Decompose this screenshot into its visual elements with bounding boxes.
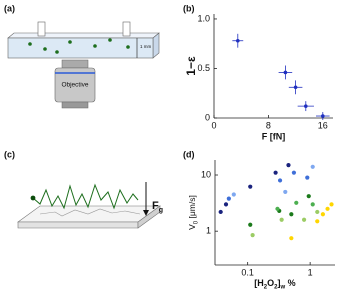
x-tick-label: 1 — [308, 267, 313, 277]
post — [37, 21, 46, 37]
point — [279, 217, 284, 222]
track — [39, 208, 141, 217]
x-tick-label: 8 — [266, 120, 271, 130]
diagram-a: 1 mm Objective — [7, 21, 160, 109]
point — [231, 192, 236, 197]
point — [248, 184, 253, 189]
x-tick-label: 0.1 — [241, 267, 254, 277]
x-axis-label-part: 2 — [274, 284, 278, 289]
point — [289, 236, 294, 241]
force-subscript: g — [159, 207, 163, 214]
x-axis-label: F [fN] — [262, 131, 286, 141]
slide-top — [7, 32, 160, 39]
y-tick-label: 1 — [206, 226, 211, 236]
panel-label: (c) — [4, 149, 15, 159]
point — [293, 85, 298, 90]
point — [294, 200, 299, 205]
point — [223, 202, 229, 207]
point — [310, 202, 315, 207]
panel-label: (d) — [183, 149, 195, 159]
particle — [30, 195, 36, 201]
particles — [28, 38, 130, 54]
point — [248, 222, 253, 227]
arrow-head — [143, 210, 149, 216]
y-axis-label: 1−ε — [184, 56, 198, 76]
point — [305, 175, 310, 180]
point — [315, 209, 320, 215]
point — [275, 206, 280, 211]
panel-label: (b) — [183, 3, 195, 13]
point — [301, 217, 307, 222]
point — [325, 206, 330, 211]
diagram-c: Fg — [17, 182, 163, 229]
y-tick-label: 0 — [205, 112, 210, 122]
point — [236, 38, 240, 43]
scale-label: 1 mm — [140, 44, 152, 49]
y-axis-label-part: [μm/s] — [187, 195, 197, 221]
point — [306, 194, 311, 199]
y-axis-label-part: V — [187, 224, 197, 230]
objective-label: Objective — [61, 82, 88, 89]
x-axis-label: [H2O2]w % — [254, 278, 295, 289]
point — [250, 233, 255, 238]
x-tick-label: 16 — [318, 120, 328, 130]
y-tick-label: 0.5 — [197, 63, 210, 73]
x-axis-label-part: O — [267, 278, 274, 288]
x-axis-label-part: ] — [278, 278, 281, 288]
post — [122, 21, 131, 37]
point — [226, 196, 231, 201]
objective-base — [61, 101, 89, 109]
y-tick-label: 10 — [201, 169, 211, 179]
x-axis-label-part: 2 — [264, 284, 268, 289]
point — [289, 212, 294, 217]
x-axis-label-part: [H — [254, 278, 264, 288]
point — [304, 104, 308, 108]
x-axis-label-part: % — [285, 278, 296, 288]
y-tick-label: 1.0 — [197, 13, 210, 23]
point — [291, 170, 297, 175]
slab-side — [137, 205, 161, 229]
x-axis-label-part: w — [280, 284, 286, 289]
x-tick-label: 0 — [211, 120, 216, 130]
point — [277, 178, 283, 183]
force-symbol: F — [152, 200, 159, 212]
point — [320, 212, 325, 217]
panel-label: (a) — [4, 3, 15, 13]
point — [310, 164, 315, 169]
trajectory — [32, 183, 139, 210]
y-axis-label-part: 0 — [193, 220, 199, 224]
point — [283, 189, 288, 195]
point — [329, 202, 334, 207]
point — [283, 70, 288, 75]
force-label: Fg — [152, 200, 163, 214]
point — [218, 209, 223, 215]
point — [273, 170, 278, 175]
point — [321, 114, 325, 118]
objective-top — [61, 59, 89, 69]
slab-front — [17, 221, 139, 229]
y-axis-label: V0 [μm/s] — [187, 195, 199, 230]
slide — [7, 37, 154, 59]
point — [315, 219, 320, 224]
point — [286, 163, 291, 168]
